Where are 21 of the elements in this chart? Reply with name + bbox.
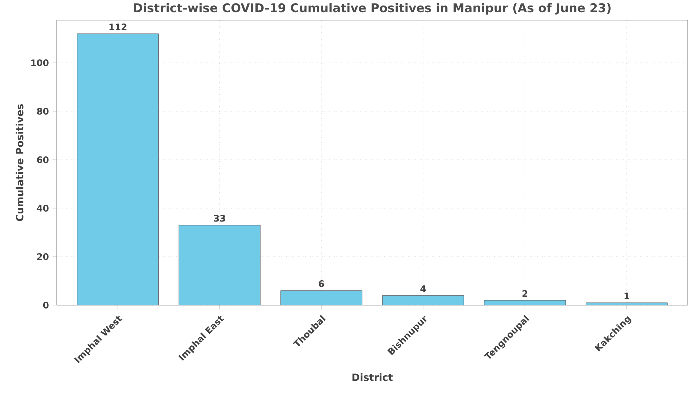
data-label: 1 (624, 292, 630, 300)
bar (280, 290, 363, 306)
y-tick-label: 20 (37, 253, 49, 260)
y-axis-title: Cumulative Positives (16, 104, 24, 222)
x-axis-title: District (352, 373, 393, 382)
data-label: 6 (319, 280, 324, 288)
bar (178, 225, 261, 306)
chart-title: District-wise COVID-19 Cumulative Positives in Manipur (As of June 23) (134, 3, 611, 15)
y-tick-label: 80 (37, 108, 49, 115)
bar (586, 302, 668, 306)
data-label: 2 (522, 290, 528, 297)
data-label: 33 (214, 214, 226, 222)
bar (77, 34, 159, 306)
y-tick-label: 100 (32, 59, 49, 66)
y-tick-label: 40 (37, 204, 49, 212)
bar (382, 295, 464, 306)
data-label: 112 (110, 24, 127, 30)
bar (484, 300, 566, 306)
y-tick-label: 0 (43, 302, 49, 309)
y-tick-label: 60 (37, 156, 49, 164)
data-label: 4 (420, 285, 426, 292)
